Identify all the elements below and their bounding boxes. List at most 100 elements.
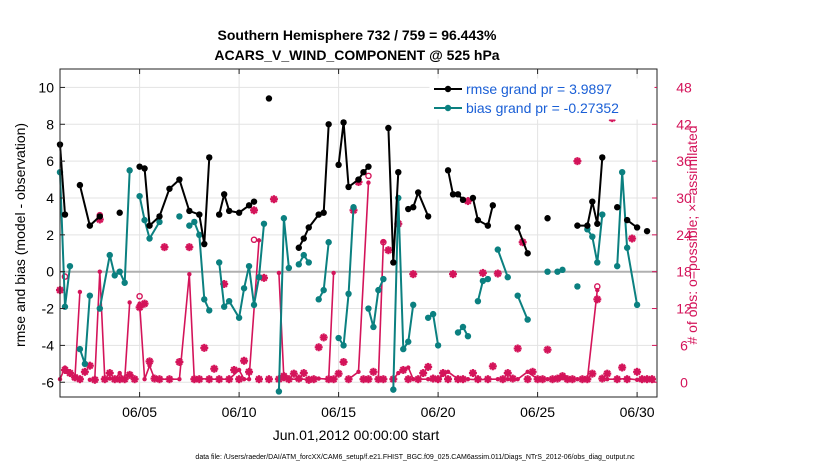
rmse-point-60 [489, 202, 497, 209]
rmse-point-30 [300, 235, 307, 242]
bias-point-70 [454, 329, 462, 336]
rmse-point-15 [186, 207, 193, 215]
bias-point-68 [434, 342, 442, 349]
rmse-point-9 [136, 163, 143, 170]
rmse-line-segment-3 [139, 157, 211, 245]
bias-point-74 [474, 297, 482, 305]
bias-point-50 [335, 334, 342, 342]
bias-point-17 [146, 235, 153, 242]
rmse-point-53 [449, 191, 457, 198]
assimilated-marker-101 [568, 375, 577, 384]
obs-count-point-17 [142, 376, 147, 382]
y-tick-label-0: -6 [42, 374, 55, 390]
bias-point-42 [295, 261, 302, 268]
rmse-point-62 [514, 224, 521, 231]
rmse-point-13 [166, 185, 173, 192]
bias-line-segment-10 [337, 207, 355, 349]
assimilated-marker-108 [603, 369, 612, 378]
y-right-tick-label-8: 48 [676, 79, 692, 95]
assimilated-marker-67 [399, 365, 408, 374]
rmse-point-34 [325, 121, 332, 128]
bias-line-segment-11 [367, 278, 385, 328]
rmse-point-57 [469, 194, 477, 202]
bias-point-67 [429, 310, 437, 318]
obs-count-point-8 [97, 269, 103, 274]
obs-count-point-12 [117, 370, 122, 376]
bias-point-40 [285, 264, 293, 272]
rmse-point-43 [385, 124, 392, 132]
rmse-point-1 [61, 211, 69, 218]
y-tick-label-5: 4 [46, 190, 54, 206]
rmse-point-59 [484, 222, 492, 229]
x-tick-label-2: 06/15 [321, 404, 356, 420]
obs-count-line-segment-5 [377, 241, 385, 380]
rmse-point-78 [643, 227, 651, 235]
bias-point-64 [410, 301, 417, 309]
bias-point-31 [235, 314, 243, 321]
x-tick-label-3: 06/20 [421, 404, 456, 420]
x-tick-label-4: 06/25 [520, 404, 555, 420]
rmse-point-44 [390, 259, 397, 266]
possible-marker-2 [136, 292, 143, 300]
rmse-line-segment-11 [471, 197, 494, 228]
assimilated-marker-27 [200, 343, 209, 352]
assimilated-marker-38 [255, 375, 263, 384]
assimilated-marker-74 [434, 375, 443, 384]
bias-point-43 [300, 251, 307, 259]
rmse-point-69 [589, 198, 596, 205]
bias-point-82 [524, 316, 531, 323]
bias-point-84 [544, 268, 551, 275]
assimilated-marker-9 [100, 375, 109, 384]
y-tick-label-3: 0 [46, 264, 54, 280]
rmse-point-12 [156, 213, 163, 220]
legend-box [429, 78, 655, 120]
bias-point-24 [196, 231, 203, 239]
bias-point-60 [390, 386, 397, 393]
assimilated-marker-17 [140, 299, 149, 308]
assimilated-marker-64 [384, 246, 393, 255]
rmse-point-68 [584, 222, 591, 229]
bias-point-44 [305, 259, 312, 266]
rmse-point-52 [444, 167, 452, 174]
bias-point-62 [400, 345, 407, 353]
assimilated-marker-55 [339, 357, 348, 366]
assimilated-marker-20 [155, 375, 164, 384]
bias-point-12 [121, 279, 128, 286]
bias-point-48 [325, 239, 332, 246]
obs-count-point-45 [366, 180, 371, 185]
assimilated-marker-45 [289, 369, 298, 378]
y-right-tick-label-6: 36 [676, 153, 692, 169]
bias-point-75 [479, 277, 487, 285]
assimilated-marker-86 [493, 269, 502, 278]
y-tick-label-7: 8 [46, 116, 54, 132]
bias-point-4 [76, 345, 84, 353]
assimilated-marker-104 [583, 375, 592, 384]
obs-count-point-44 [356, 369, 361, 375]
assimilated-marker-61 [369, 367, 378, 376]
assimilated-marker-69 [409, 270, 418, 279]
obs-count-point-52 [406, 365, 411, 370]
assimilated-marker-1 [60, 365, 69, 374]
chart-title-line-1: Southern Hemisphere 732 / 759 = 96.443% [218, 27, 498, 43]
bias-point-26 [206, 307, 213, 314]
y-tick-label-8: 10 [38, 79, 54, 95]
assimilated-marker-111 [618, 363, 627, 372]
assimilated-marker-30 [215, 375, 224, 384]
assimilated-marker-70 [414, 375, 423, 384]
assimilated-marker-88 [503, 369, 512, 378]
bias-point-20 [176, 213, 183, 220]
bias-point-18 [156, 218, 163, 226]
assimilated-marker-15 [130, 375, 139, 384]
bias-point-6 [86, 292, 94, 299]
assimilated-marker-71 [419, 369, 428, 378]
bias-point-94 [599, 211, 606, 218]
y-tick-label-1: -4 [42, 337, 55, 353]
rmse-point-71 [599, 154, 606, 161]
assimilated-marker-90 [513, 344, 522, 353]
obs-count-point-51 [396, 370, 401, 376]
assimilated-marker-63 [379, 375, 388, 384]
rmse-line-segment-0 [59, 144, 66, 215]
obs-count-point-34 [276, 270, 282, 276]
possible-marker-5 [380, 238, 387, 246]
x-tick-label-0: 06/05 [122, 404, 157, 420]
